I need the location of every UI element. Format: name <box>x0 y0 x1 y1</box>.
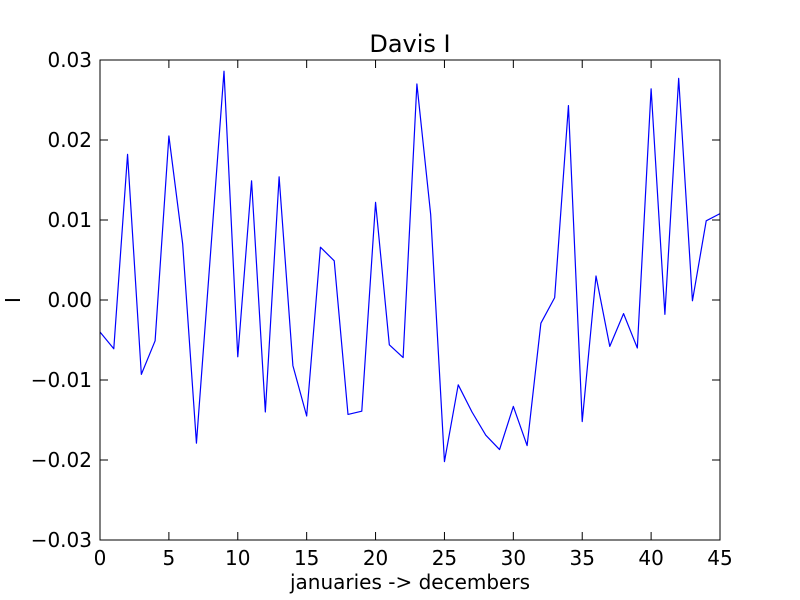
x-axis-label: januaries -> decembers <box>289 570 530 594</box>
x-tick-label: 30 <box>501 546 526 570</box>
chart-title: Davis I <box>369 30 450 58</box>
x-tick-label: 10 <box>225 546 250 570</box>
plot-frame <box>99 59 721 541</box>
x-tick-label: 25 <box>432 546 457 570</box>
x-tick-label: 35 <box>569 546 594 570</box>
y-tick-label: −0.03 <box>31 528 92 552</box>
x-tick-label: 45 <box>707 546 732 570</box>
y-tick-label: 0.00 <box>47 288 92 312</box>
x-tick-label: 20 <box>363 546 388 570</box>
y-tick-label: 0.01 <box>47 208 92 232</box>
y-tick-label: −0.01 <box>31 368 92 392</box>
y-axis-label: I <box>1 297 25 303</box>
y-tick-label: 0.02 <box>47 128 92 152</box>
series-layer <box>99 70 721 463</box>
series-line <box>99 70 721 463</box>
y-tick-label: 0.03 <box>47 48 92 72</box>
x-tick-label: 0 <box>94 546 107 570</box>
x-tick-label: 15 <box>294 546 319 570</box>
x-tick-label: 40 <box>638 546 663 570</box>
ticks-layer: 0 5 10 15 20 25 30 35 40 45 0.03 0.02 0.01 0.00 −0.01 −… <box>31 48 733 570</box>
y-tick-label: −0.02 <box>31 448 92 472</box>
x-tick-label: 5 <box>163 546 176 570</box>
